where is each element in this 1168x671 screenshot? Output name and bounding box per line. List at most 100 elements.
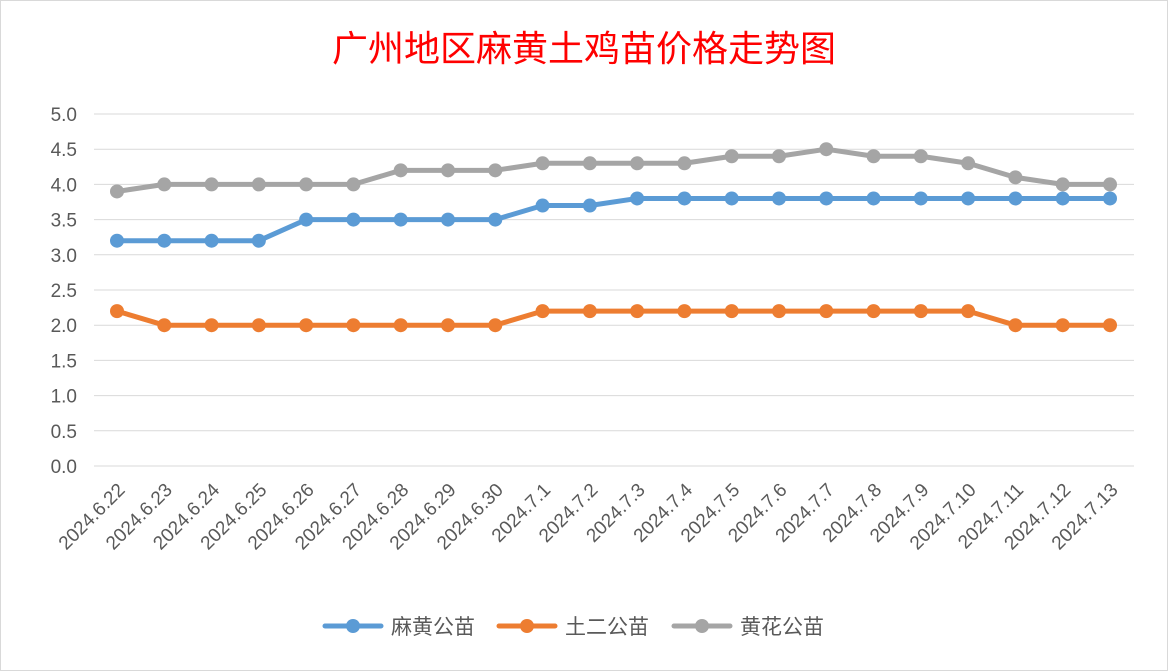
data-point	[346, 177, 361, 192]
data-point	[582, 156, 597, 171]
data-point	[677, 191, 692, 206]
data-point	[630, 156, 645, 171]
legend-swatch-marker	[346, 619, 360, 633]
data-point	[819, 191, 834, 206]
series-lines	[110, 142, 1117, 333]
data-point	[488, 163, 503, 178]
chart-title: 广州地区麻黄土鸡苗价格走势图	[332, 29, 836, 70]
data-point	[819, 142, 834, 157]
series-3	[110, 142, 1117, 199]
data-point	[913, 149, 928, 164]
legend-label: 麻黄公苗	[391, 615, 475, 639]
data-point	[724, 304, 739, 319]
y-axis-ticks: 0.0 0.5 1.0 1.5 2.0 2.5 3.0 3.5 4.0 4.5 5.0	[51, 105, 77, 478]
data-point	[299, 212, 314, 227]
data-point	[582, 198, 597, 213]
data-point	[441, 163, 455, 178]
data-point	[772, 304, 786, 319]
data-point	[1103, 318, 1117, 333]
series-1	[110, 191, 1117, 248]
data-point	[393, 318, 408, 333]
data-point	[251, 318, 266, 333]
data-point	[913, 304, 928, 319]
data-point	[1008, 318, 1023, 333]
gridlines	[94, 113, 1134, 467]
data-point	[157, 177, 172, 192]
legend-label: 黄花公苗	[740, 615, 824, 639]
data-point	[866, 304, 881, 319]
data-point	[157, 233, 172, 248]
data-point	[1103, 191, 1117, 206]
data-point	[961, 191, 976, 206]
data-point	[961, 156, 976, 171]
data-point	[488, 212, 503, 227]
data-point	[110, 233, 124, 248]
data-point	[535, 198, 550, 213]
y-tick-label: 1.5	[51, 351, 77, 372]
y-tick-label: 5.0	[51, 105, 77, 126]
data-point	[961, 304, 976, 319]
y-tick-label: 0.5	[51, 422, 77, 443]
legend-swatch-marker	[695, 619, 709, 633]
legend-label: 土二公苗	[565, 615, 649, 639]
data-point	[677, 156, 692, 171]
data-point	[110, 184, 124, 199]
y-tick-label: 2.5	[51, 281, 77, 302]
data-point	[819, 304, 834, 319]
data-point	[157, 318, 172, 333]
series-line	[114, 308, 1113, 328]
series-line	[114, 146, 1113, 194]
data-point	[346, 212, 361, 227]
data-point	[535, 156, 550, 171]
data-point	[346, 318, 361, 333]
data-point	[677, 304, 692, 319]
data-point	[441, 212, 455, 227]
y-tick-label: 0.0	[51, 457, 77, 478]
x-axis-ticks: 2024.6.222024.6.232024.6.242024.6.252024…	[55, 479, 1123, 554]
data-point	[299, 177, 314, 192]
legend-swatch-marker	[520, 619, 534, 633]
series-line	[114, 195, 1113, 244]
data-point	[724, 191, 739, 206]
data-point	[1055, 318, 1070, 333]
data-point	[393, 163, 408, 178]
data-point	[1008, 191, 1023, 206]
y-tick-label: 4.0	[51, 175, 77, 196]
y-tick-label: 3.0	[51, 246, 77, 267]
data-point	[110, 304, 124, 319]
legend-item: 麻黄公苗	[322, 615, 475, 639]
data-point	[772, 191, 786, 206]
data-point	[630, 191, 645, 206]
data-point	[1055, 177, 1070, 192]
legend-item: 土二公苗	[496, 615, 649, 639]
data-point	[441, 318, 455, 333]
data-point	[913, 191, 928, 206]
y-tick-label: 4.5	[51, 140, 77, 161]
data-point	[488, 318, 503, 333]
data-point	[630, 304, 645, 319]
data-point	[1103, 177, 1117, 192]
data-point	[1055, 191, 1070, 206]
data-point	[204, 318, 219, 333]
y-tick-label: 1.0	[51, 387, 77, 408]
data-point	[1008, 170, 1023, 185]
data-point	[772, 149, 786, 164]
y-tick-label: 3.5	[51, 211, 77, 232]
legend-item: 黄花公苗	[671, 615, 824, 639]
legend: 麻黄公苗 土二公苗 黄花公苗	[322, 615, 824, 639]
data-point	[204, 177, 219, 192]
data-point	[866, 191, 881, 206]
data-point	[582, 304, 597, 319]
data-point	[251, 177, 266, 192]
data-point	[393, 212, 408, 227]
data-point	[866, 149, 881, 164]
data-point	[204, 233, 219, 248]
data-point	[251, 233, 266, 248]
data-point	[535, 304, 550, 319]
data-point	[724, 149, 739, 164]
y-tick-label: 2.0	[51, 316, 77, 337]
data-point	[299, 318, 314, 333]
series-2	[110, 304, 1117, 333]
